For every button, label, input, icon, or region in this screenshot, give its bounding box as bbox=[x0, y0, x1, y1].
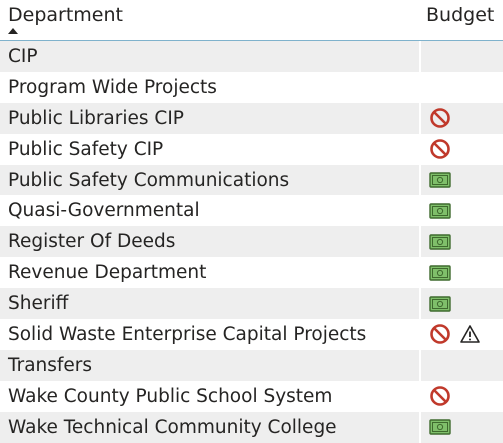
budget-cell bbox=[421, 103, 503, 134]
department-cell: Register Of Deeds bbox=[0, 226, 421, 258]
budget-cell bbox=[421, 257, 503, 288]
table-row[interactable]: Transfers bbox=[0, 349, 503, 381]
no-entry-icon bbox=[429, 107, 451, 129]
budget-icons bbox=[421, 231, 451, 253]
money-icon bbox=[429, 416, 451, 438]
department-cell: Wake Technical Community College bbox=[0, 411, 421, 443]
budget-icons bbox=[421, 262, 451, 284]
table-header: Department Budget bbox=[0, 0, 503, 41]
budget-cell bbox=[421, 165, 503, 196]
budget-cell bbox=[421, 412, 503, 443]
budget-cell bbox=[421, 350, 503, 381]
column-header-budget[interactable]: Budget bbox=[426, 4, 495, 26]
money-icon bbox=[429, 293, 451, 315]
table-row[interactable]: Solid Waste Enterprise Capital Projects bbox=[0, 319, 503, 350]
department-cell: Wake County Public School System bbox=[0, 381, 419, 412]
column-header-department[interactable]: Department bbox=[8, 4, 123, 26]
table-body: CIP Program Wide Projects Public Libraries… bbox=[0, 41, 503, 443]
budget-icons bbox=[421, 416, 451, 438]
budget-cell bbox=[421, 134, 503, 165]
table-row[interactable]: Revenue Department bbox=[0, 257, 503, 288]
table-row[interactable]: Register Of Deeds bbox=[0, 226, 503, 258]
department-name: Quasi-Governmental bbox=[8, 200, 200, 222]
department-cell: Public Safety Communications bbox=[0, 164, 421, 196]
budget-cell bbox=[421, 319, 503, 350]
budget-icons bbox=[421, 385, 451, 407]
department-cell: Sheriff bbox=[0, 288, 421, 320]
department-name: Wake County Public School System bbox=[8, 385, 333, 407]
table-row[interactable]: Wake County Public School System bbox=[0, 381, 503, 412]
budget-icons bbox=[421, 200, 451, 222]
department-cell: Transfers bbox=[0, 349, 421, 381]
table-row[interactable]: Public Safety Communications bbox=[0, 164, 503, 196]
budget-cell bbox=[421, 195, 503, 226]
department-cell: Public Safety CIP bbox=[0, 134, 419, 165]
budget-icons bbox=[421, 138, 451, 160]
department-name: Transfers bbox=[8, 354, 93, 376]
table-row[interactable]: Quasi-Governmental bbox=[0, 195, 503, 226]
table-row[interactable]: Public Safety CIP bbox=[0, 134, 503, 165]
department-name: Wake Technical Community College bbox=[8, 416, 337, 438]
department-name: CIP bbox=[8, 45, 38, 67]
table-row[interactable]: Public Libraries CIP bbox=[0, 102, 503, 134]
table-row[interactable]: Program Wide Projects bbox=[0, 72, 503, 103]
department-name: Revenue Department bbox=[8, 262, 207, 284]
table-row[interactable]: CIP bbox=[0, 41, 503, 72]
budget-icons bbox=[421, 323, 481, 345]
department-name: Program Wide Projects bbox=[8, 76, 217, 98]
no-entry-icon bbox=[429, 138, 451, 160]
money-icon bbox=[429, 200, 451, 222]
department-cell: Revenue Department bbox=[0, 257, 419, 288]
budget-icons bbox=[421, 169, 451, 191]
department-cell: CIP bbox=[0, 41, 421, 72]
department-name: Sheriff bbox=[8, 293, 69, 315]
budget-cell bbox=[421, 381, 503, 412]
department-name: Public Safety CIP bbox=[8, 138, 164, 160]
budget-cell bbox=[421, 226, 503, 257]
money-icon bbox=[429, 262, 451, 284]
budget-icons bbox=[421, 293, 451, 315]
money-icon bbox=[429, 231, 451, 253]
warning-icon bbox=[459, 323, 481, 345]
budget-cell bbox=[421, 288, 503, 319]
money-icon bbox=[429, 169, 451, 191]
budget-icons bbox=[421, 107, 451, 129]
budget-cell bbox=[421, 72, 503, 103]
department-name: Public Libraries CIP bbox=[8, 107, 184, 129]
department-cell: Public Libraries CIP bbox=[0, 102, 421, 134]
no-entry-icon bbox=[429, 385, 451, 407]
department-cell: Quasi-Governmental bbox=[0, 195, 419, 226]
budget-cell bbox=[421, 41, 503, 72]
table-row[interactable]: Wake Technical Community College bbox=[0, 411, 503, 443]
department-name: Public Safety Communications bbox=[8, 169, 290, 191]
department-cell: Program Wide Projects bbox=[0, 72, 419, 103]
department-cell: Solid Waste Enterprise Capital Projects bbox=[0, 319, 419, 350]
table-row[interactable]: Sheriff bbox=[0, 288, 503, 320]
department-name: Solid Waste Enterprise Capital Projects bbox=[8, 323, 367, 345]
no-entry-icon bbox=[429, 323, 451, 345]
department-name: Register Of Deeds bbox=[8, 231, 176, 253]
sort-ascending-icon[interactable] bbox=[8, 28, 18, 34]
